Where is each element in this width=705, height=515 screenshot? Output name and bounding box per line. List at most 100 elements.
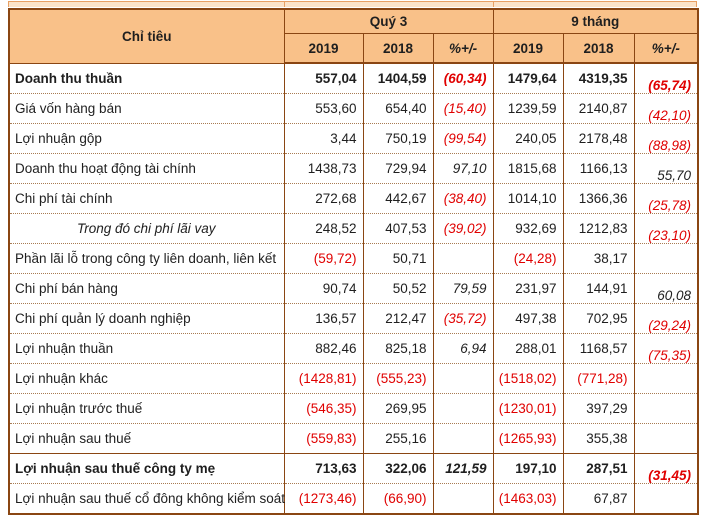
value-cell: 1168,57 xyxy=(562,333,635,364)
value-cell: (771,28) xyxy=(562,363,635,394)
table-row: Doanh thu thuần 557,04 1404,59 (60,34) 1479,… xyxy=(9,63,699,94)
value-cell: (66,90) xyxy=(362,483,433,514)
value-cell: (1230,01) xyxy=(492,393,564,424)
value-cell: 397,29 xyxy=(562,393,635,424)
value-cell: 197,10 xyxy=(492,453,564,484)
table-row: Chi phí quản lý doanh nghiệp 136,57 212,47… xyxy=(9,303,699,334)
value-cell: 1366,36 xyxy=(562,183,635,214)
table-header: Chỉ tiêu Quý 3 9 tháng 2019 2018 %+/- 20… xyxy=(8,8,699,64)
sliver-divider xyxy=(284,2,285,7)
value-cell xyxy=(432,243,494,274)
value-cell: 4319,35 xyxy=(562,63,635,94)
value-cell: 79,59 xyxy=(432,273,494,304)
row-label: Chi phí tài chính xyxy=(9,183,284,214)
value-cell: (39,02) xyxy=(432,213,494,244)
row-label: Chi phí bán hàng xyxy=(9,273,284,304)
value-cell: 1815,68 xyxy=(492,153,564,184)
header-9m-2018: 2018 xyxy=(562,33,635,64)
row-label: Lợi nhuận khác xyxy=(9,363,284,394)
value-text: (65,74) xyxy=(648,78,692,93)
value-cell: (75,35) xyxy=(633,333,699,364)
row-label: Giá vốn hàng bán xyxy=(9,93,284,124)
value-text: (23,10) xyxy=(648,228,692,243)
value-cell: 407,53 xyxy=(362,213,433,244)
value-cell: 442,67 xyxy=(362,183,433,214)
value-cell: 6,94 xyxy=(432,333,494,364)
value-text: (31,45) xyxy=(648,468,692,483)
value-cell xyxy=(432,483,494,514)
row-label: Lợi nhuận gộp xyxy=(9,123,284,154)
value-cell: 932,69 xyxy=(492,213,564,244)
value-text: 55,70 xyxy=(657,168,692,183)
value-text: (75,35) xyxy=(648,348,692,363)
value-cell: 90,74 xyxy=(283,273,363,304)
value-text: (42,10) xyxy=(648,108,692,123)
header-9m-2019: 2019 xyxy=(492,33,564,64)
value-cell: 1014,10 xyxy=(492,183,564,214)
table-body: Doanh thu thuần 557,04 1404,59 (60,34) 1479,… xyxy=(9,63,699,514)
value-cell: 702,95 xyxy=(562,303,635,334)
value-cell xyxy=(432,423,494,454)
value-cell: 50,71 xyxy=(362,243,433,274)
table-row: Chi phí tài chính 272,68 442,67 (38,40) 1014… xyxy=(9,183,699,214)
value-cell: 713,63 xyxy=(283,453,363,484)
value-cell: 97,10 xyxy=(432,153,494,184)
table-row: Lợi nhuận gộp 3,44 750,19 (99,54) 240,05 2178… xyxy=(9,123,699,154)
value-cell: 38,17 xyxy=(562,243,635,274)
value-cell: (29,24) xyxy=(633,303,699,334)
table-row: Lợi nhuận sau thuế (559,83) 255,16 (1265,93… xyxy=(9,423,699,454)
value-cell: 50,52 xyxy=(362,273,433,304)
value-cell: (15,40) xyxy=(432,93,494,124)
value-cell: (1463,03) xyxy=(492,483,564,514)
value-cell: (59,72) xyxy=(283,243,363,274)
value-cell: 67,87 xyxy=(562,483,635,514)
header-q3-2018: 2018 xyxy=(362,33,434,64)
value-cell: 121,59 xyxy=(432,453,494,484)
value-cell: 553,60 xyxy=(283,93,363,124)
value-cell: (1428,81) xyxy=(283,363,363,394)
value-text: (25,78) xyxy=(648,198,692,213)
row-label: Chi phí quản lý doanh nghiệp xyxy=(9,303,284,334)
value-cell: 750,19 xyxy=(362,123,433,154)
value-cell: 287,51 xyxy=(562,453,635,484)
row-label: Lợi nhuận trước thuế xyxy=(9,393,284,424)
value-cell: (31,45) xyxy=(633,453,699,484)
table-row: Phần lãi lỗ trong công ty liên doanh, li… xyxy=(9,243,699,274)
value-cell: 2178,48 xyxy=(562,123,635,154)
value-cell: (555,23) xyxy=(362,363,433,394)
header-criteria: Chỉ tiêu xyxy=(8,8,285,64)
table-row: Lợi nhuận sau thuế công ty mẹ 713,63 322,0… xyxy=(9,453,699,484)
header-9m-pct: %+/- xyxy=(633,33,699,64)
table-row: Lợi nhuận trước thuế (546,35) 269,95 (1230,… xyxy=(9,393,699,424)
value-cell xyxy=(633,363,699,394)
header-q3-2019: 2019 xyxy=(283,33,364,64)
value-cell: (38,40) xyxy=(432,183,494,214)
value-cell: 55,70 xyxy=(633,153,699,184)
value-cell xyxy=(633,393,699,424)
table-row: Chi phí bán hàng 90,74 50,52 79,59 231,97 144… xyxy=(9,273,699,304)
row-label: Doanh thu hoạt động tài chính xyxy=(9,153,284,184)
value-cell: (1518,02) xyxy=(492,363,564,394)
value-cell xyxy=(633,483,699,514)
value-cell: 255,16 xyxy=(362,423,433,454)
value-cell: 557,04 xyxy=(283,63,363,94)
value-cell: 322,06 xyxy=(362,453,433,484)
table-row: Giá vốn hàng bán 553,60 654,40 (15,40) 1239,… xyxy=(9,93,699,124)
value-cell: (559,83) xyxy=(283,423,363,454)
value-cell: (25,78) xyxy=(633,183,699,214)
value-cell: (99,54) xyxy=(432,123,494,154)
value-cell: 1404,59 xyxy=(362,63,433,94)
value-cell xyxy=(633,243,699,274)
row-label: Doanh thu thuần xyxy=(15,70,123,86)
value-cell: 1212,83 xyxy=(562,213,635,244)
table-row: Lợi nhuận khác (1428,81) (555,23) (1518,02)… xyxy=(9,363,699,394)
table-row: Lợi nhuận thuần 882,46 825,18 6,94 288,01 116… xyxy=(9,333,699,364)
value-cell: 248,52 xyxy=(283,213,363,244)
value-cell: 2140,87 xyxy=(562,93,635,124)
table-row: Trong đó chi phí lãi vay 248,52 407,53 (39,… xyxy=(9,213,699,244)
value-cell: 882,46 xyxy=(283,333,363,364)
row-label: Lợi nhuận sau thuế cổ đông không kiểm so… xyxy=(9,483,285,514)
value-cell: (42,10) xyxy=(633,93,699,124)
row-label: Lợi nhuận sau thuế xyxy=(9,423,284,454)
value-cell: 136,57 xyxy=(283,303,363,334)
